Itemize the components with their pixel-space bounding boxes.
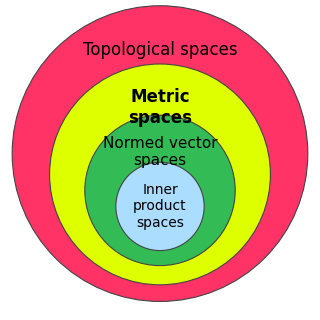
Text: Metric
spaces: Metric spaces <box>128 88 192 127</box>
Circle shape <box>50 64 270 285</box>
Text: Topological spaces: Topological spaces <box>83 41 237 59</box>
Circle shape <box>116 162 204 251</box>
Circle shape <box>12 6 308 301</box>
Text: Inner
product
spaces: Inner product spaces <box>133 183 187 230</box>
Circle shape <box>85 115 235 266</box>
Text: Normed vector
spaces: Normed vector spaces <box>103 136 217 168</box>
